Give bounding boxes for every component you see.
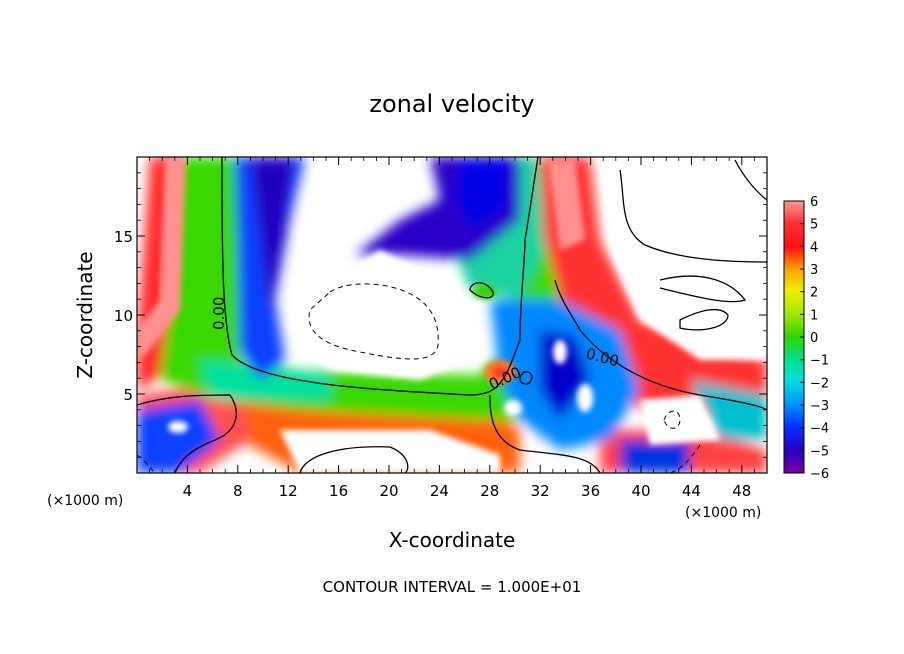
y-tick-label: 15 (114, 228, 133, 246)
x-tick-label: 40 (631, 482, 650, 500)
colorbar-tick-label: 0 (810, 331, 818, 346)
x-tick-label: 20 (379, 482, 398, 500)
x-tick-label: 28 (480, 482, 499, 500)
x-tick-label: 16 (329, 482, 348, 500)
chart-title: zonal velocity (369, 90, 534, 118)
x-tick-label: 8 (233, 482, 243, 500)
colorbar-tick-label: 5 (810, 218, 818, 233)
x-tick-label: 48 (732, 482, 751, 500)
y-axis-label: Z-coordinate (73, 251, 97, 378)
x-axis-label: X-coordinate (389, 528, 516, 552)
zero-contours (137, 157, 767, 473)
colorbar: 6 5 4 3 2 1 0 −1 −2 −3 −4 −5 −6 (783, 195, 829, 482)
contour-interval-note: CONTOUR INTERVAL = 1.000E+01 (323, 578, 582, 596)
colorbar-tick-label: 2 (810, 286, 818, 301)
colorbar-tick-label: −1 (810, 354, 829, 369)
colorbar-tick-label: −2 (810, 376, 829, 391)
y-axis: 5 10 15 (114, 172, 767, 458)
x-tick-label: 24 (430, 482, 449, 500)
colorbar-tick-label: −4 (810, 422, 829, 437)
contour-label-1: 0.00 (210, 297, 228, 330)
y-tick-label: 5 (123, 386, 133, 404)
colorbar-tick-label: 6 (810, 195, 818, 210)
colorbar-tick-label: 4 (810, 240, 818, 255)
colorbar-tick-label: −3 (810, 399, 829, 414)
colorbar-tick-label: 1 (810, 308, 818, 323)
x-tick-label: 36 (581, 482, 600, 500)
colorbar-tick-label: 3 (810, 263, 818, 278)
heatmap-field: 0.00 0.00 0.00 (137, 157, 767, 473)
negative-contours (137, 283, 701, 473)
x-axis: 4 8 12 16 20 24 28 32 36 40 44 48 (149, 157, 755, 500)
colorbar-tick-label: −5 (810, 444, 829, 459)
colorbar-tick-label: −6 (810, 467, 829, 482)
x-tick-label: 32 (531, 482, 550, 500)
x-tick-label: 12 (279, 482, 298, 500)
y-tick-label: 10 (114, 307, 133, 325)
x-unit-left: (×1000 m) (47, 493, 123, 509)
x-tick-label: 44 (682, 482, 701, 500)
x-tick-label: 4 (183, 482, 193, 500)
x-unit-right: (×1000 m) (685, 505, 761, 521)
